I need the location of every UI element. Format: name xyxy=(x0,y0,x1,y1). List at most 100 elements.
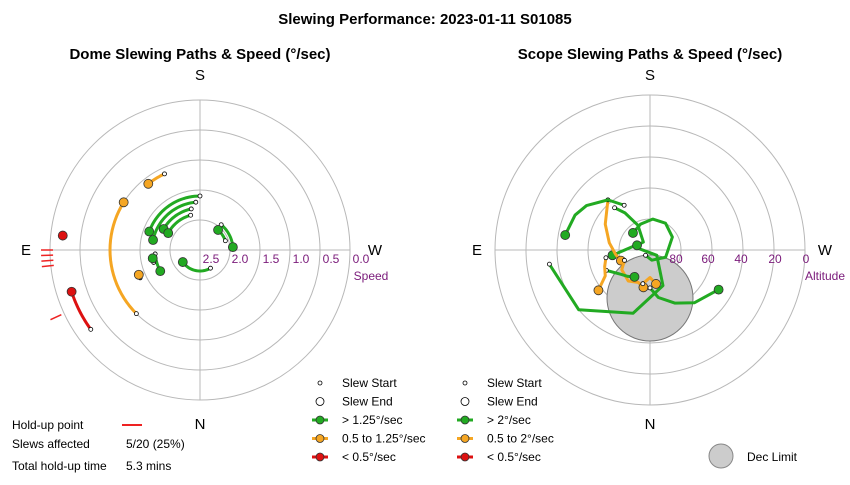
scope-legend-dot-swatch xyxy=(461,416,469,424)
scope-tick-label: 0 xyxy=(803,252,810,266)
dome-slew-start-marker xyxy=(134,312,138,316)
scope-legend-end-swatch xyxy=(461,398,469,406)
scope-slew-start-marker xyxy=(604,256,608,260)
scope-legend-label: > 2°/sec xyxy=(487,413,531,427)
dome-legend-start-swatch xyxy=(318,381,322,385)
scope-tick-label: 40 xyxy=(734,252,748,266)
dome-tick-label: 2.0 xyxy=(232,252,249,266)
dome-legend-end-swatch xyxy=(316,398,324,406)
scope-slew-start-marker xyxy=(641,282,645,286)
slews-affected-value: 5/20 (25%) xyxy=(126,437,185,451)
dome-slew-start-marker xyxy=(198,194,202,198)
dome-slew-end-marker xyxy=(178,258,187,267)
scope-cardinal-right: W xyxy=(818,242,833,259)
scope-slew-end-marker xyxy=(628,228,637,237)
dome-cardinal-top: S xyxy=(195,67,205,84)
dec-limit-key: Dec Limit xyxy=(709,444,798,468)
dome-tick-label: 1.5 xyxy=(263,252,280,266)
scope-legend-dot-swatch xyxy=(461,435,469,443)
holdup-time-label: Total hold-up time xyxy=(12,459,107,473)
scope-tick-label: 60 xyxy=(701,252,715,266)
dome-legend-label: > 1.25°/sec xyxy=(342,413,403,427)
dome-slew-path xyxy=(110,202,136,313)
dec-limit-label: Dec Limit xyxy=(747,450,798,464)
scope-slew-start-marker xyxy=(613,206,617,210)
scope-slew-start-marker xyxy=(622,203,626,207)
dome-legend-label: 0.5 to 1.25°/sec xyxy=(342,432,426,446)
scope-slew-start-marker xyxy=(644,253,648,257)
dome-slew-start-marker xyxy=(163,172,167,176)
dome-slew-end-marker xyxy=(156,267,165,276)
dome-slew-end-marker xyxy=(228,243,237,252)
scope-slew-end-marker xyxy=(561,231,570,240)
dome-legend-dot-swatch xyxy=(316,416,324,424)
scope-slew-end-marker xyxy=(594,286,603,295)
scope-legend-start-swatch xyxy=(463,381,467,385)
dome-slew-end-marker xyxy=(164,229,173,238)
scope-cardinal-bottom: N xyxy=(645,416,656,433)
dome-legend-label: Slew Start xyxy=(342,376,397,390)
scope-legend-dot-swatch xyxy=(461,453,469,461)
dome-slew-end-marker xyxy=(214,225,223,234)
scope-tick-label: 80 xyxy=(669,252,683,266)
scope-panel: Scope Slewing Paths & Speed (°/sec) S N … xyxy=(472,46,845,433)
dome-slew-start-marker xyxy=(189,213,193,217)
scope-slew-end-marker xyxy=(651,279,660,288)
scope-slew-end-marker xyxy=(633,241,642,250)
dome-radial-axis-label: Speed xyxy=(354,269,389,283)
scope-polar-grid xyxy=(495,95,805,405)
dome-holdup-marks xyxy=(41,250,61,320)
dome-slew-start-marker xyxy=(194,200,198,204)
scope-slew-start-marker xyxy=(547,262,551,266)
dome-tick-label: 1.0 xyxy=(293,252,310,266)
scope-cardinal-top: S xyxy=(645,67,655,84)
dome-slew-end-marker xyxy=(144,179,153,188)
scope-slew-end-marker xyxy=(630,272,639,281)
holdup-time-value: 5.3 mins xyxy=(126,459,171,473)
dome-slew-start-marker xyxy=(223,239,227,243)
dome-tick-label: 0.0 xyxy=(353,252,370,266)
scope-chart-title: Scope Slewing Paths & Speed (°/sec) xyxy=(518,46,782,63)
scope-slew-start-marker xyxy=(622,258,626,262)
dome-legend-dot-swatch xyxy=(316,453,324,461)
dome-legend-label: Slew End xyxy=(342,395,393,409)
dome-slew-path xyxy=(164,209,192,229)
dome-holdup-mark xyxy=(42,265,54,266)
dome-cardinal-bottom: N xyxy=(195,416,206,433)
dome-tick-label: 0.5 xyxy=(323,252,340,266)
dome-panel: Dome Slewing Paths & Speed (°/sec) S N E… xyxy=(21,46,388,433)
scope-cardinal-left: E xyxy=(472,242,482,259)
dome-slew-end-marker xyxy=(119,198,128,207)
dome-legend-label: < 0.5°/sec xyxy=(342,450,396,464)
dome-slew-end-marker xyxy=(58,231,67,240)
dome-cardinal-right: W xyxy=(368,242,383,259)
scope-tick-label: 20 xyxy=(768,252,782,266)
scope-slew-end-marker xyxy=(714,285,723,294)
dome-slew-start-marker xyxy=(189,207,193,211)
scope-legend-label: 0.5 to 2°/sec xyxy=(487,432,554,446)
scope-slew-path xyxy=(565,200,624,235)
dome-slew-start-marker xyxy=(89,327,93,331)
dome-cardinal-left: E xyxy=(21,242,31,259)
holdup-key-label: Hold-up point xyxy=(12,418,84,432)
scope-radial-axis-label: Altitude xyxy=(805,269,845,283)
scope-radial-ticks: 80 60 40 20 0 xyxy=(669,252,809,266)
dome-slew-end-marker xyxy=(148,254,157,263)
dome-chart-title: Dome Slewing Paths & Speed (°/sec) xyxy=(69,46,330,63)
dome-slew-end-marker xyxy=(67,287,76,296)
scope-slew-path xyxy=(598,258,605,291)
dec-limit-swatch xyxy=(709,444,733,468)
scope-slew-path xyxy=(615,208,644,246)
dome-slew-end-marker xyxy=(134,270,143,279)
dome-slew-start-marker xyxy=(209,266,213,270)
dome-holdup-mark xyxy=(50,315,61,320)
scope-legend-label: < 0.5°/sec xyxy=(487,450,541,464)
scope-legend-label: Slew End xyxy=(487,395,538,409)
dome-legend: Slew Start Slew End > 1.25°/sec 0.5 to 1.25… xyxy=(312,376,426,464)
dome-slew-end-marker xyxy=(145,227,154,236)
dome-polar-grid xyxy=(50,100,350,400)
scope-slew-start-marker xyxy=(648,286,652,290)
